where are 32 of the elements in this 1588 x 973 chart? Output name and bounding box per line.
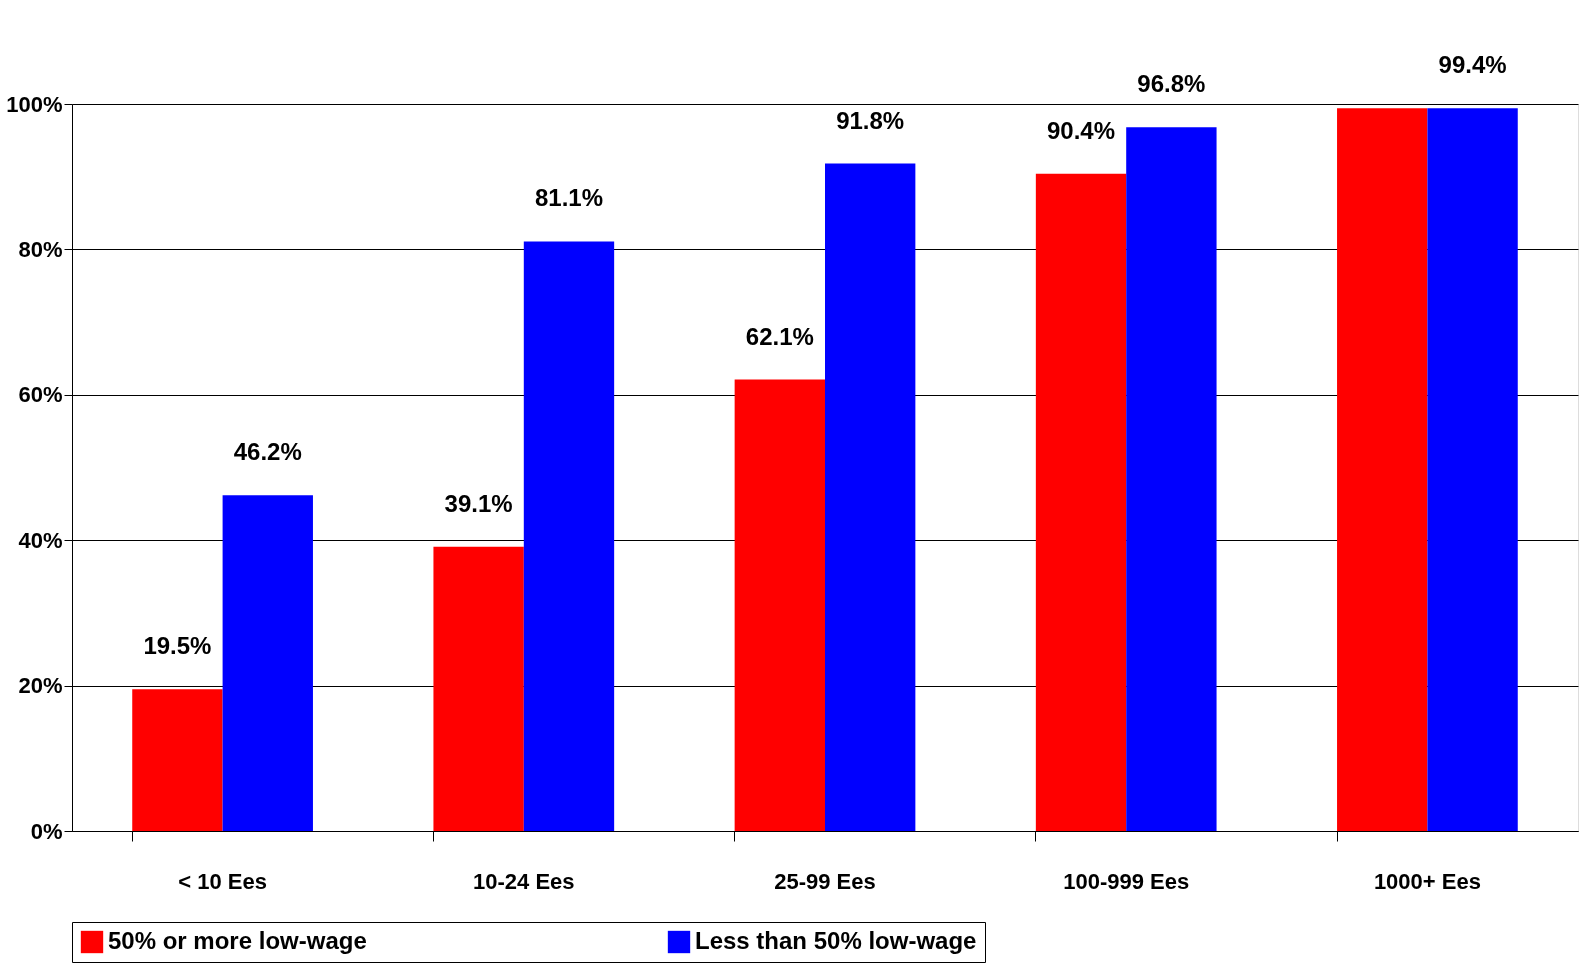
data-label: 96.8% [1137,70,1206,98]
legend-label: 50% or more low-wage [108,927,367,954]
bar [1035,173,1127,831]
x-tick-label: 1000+ Ees [1373,868,1481,894]
y-tick-label: 100% [6,91,63,117]
y-tick-label: 60% [18,382,63,408]
x-tick-label: 100-999 Ees [1063,868,1190,894]
data-label: 46.2% [233,438,302,466]
bar [825,163,916,831]
bar [433,546,524,831]
data-label: 62.1% [745,322,814,350]
data-label: 99.4% [1438,51,1507,79]
bar [1337,108,1428,831]
bar [734,379,825,831]
y-tick-label: 40% [18,527,63,553]
bar [1126,127,1217,831]
data-label: 81.1% [534,184,604,212]
x-tick-label: 10-24 Ees [473,868,575,894]
data-label: 19.5% [143,632,212,660]
y-tick-label: 80% [18,236,63,262]
y-tick-label: 0% [30,818,63,844]
x-tick-label: < 10 Ees [178,868,267,894]
bar [523,241,615,831]
data-label: 91.8% [836,106,905,134]
data-label: 39.1% [444,489,513,517]
y-tick-label: 20% [18,673,63,699]
legend-label: Less than 50% low-wage [695,927,977,954]
bar [1427,108,1518,831]
bar [222,495,313,831]
x-tick-label: 25-99 Ees [774,868,876,894]
data-label: 90.4% [1046,116,1116,144]
bar [132,689,223,831]
